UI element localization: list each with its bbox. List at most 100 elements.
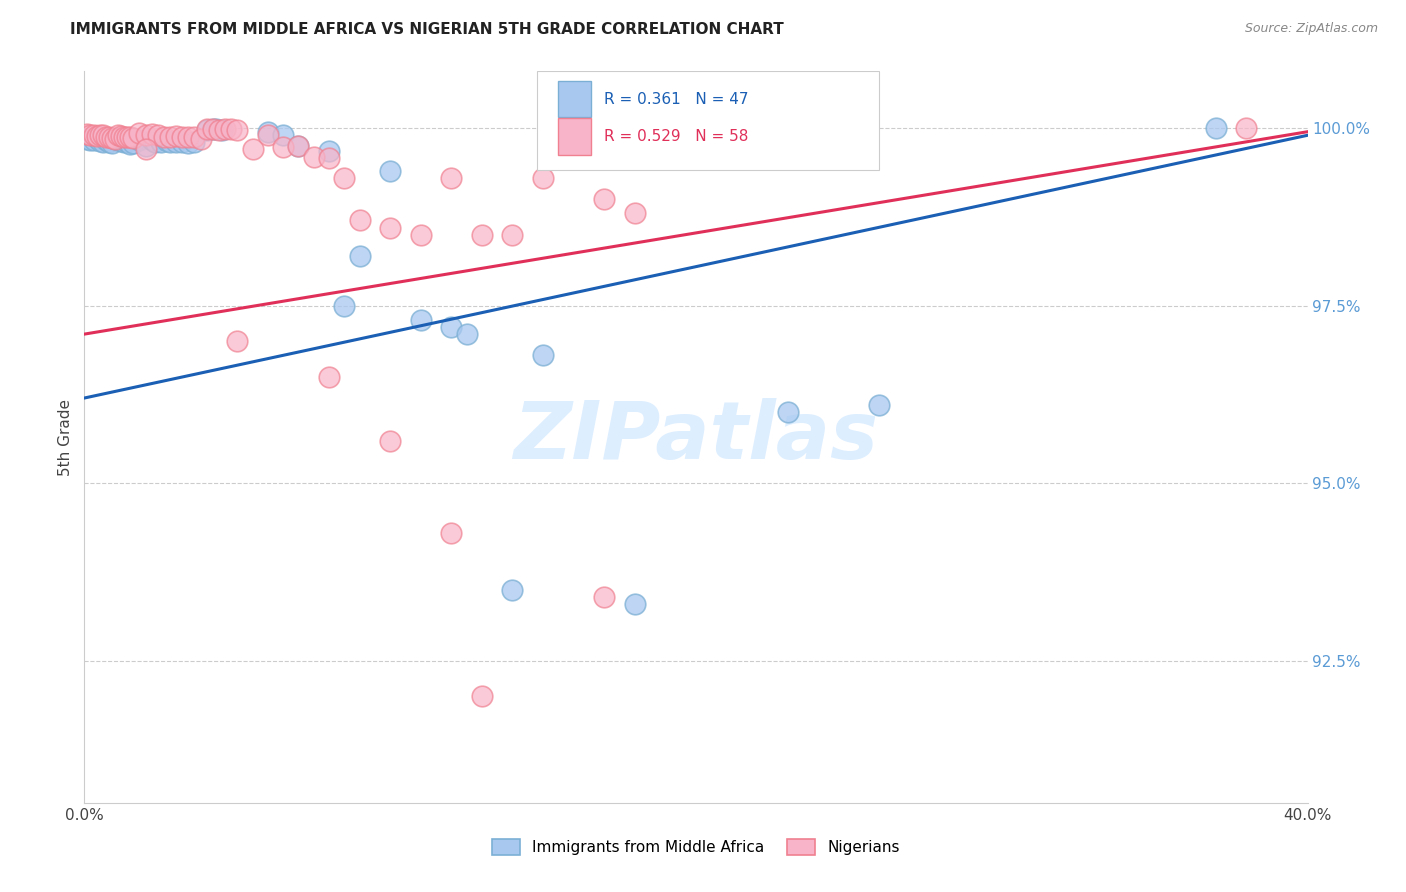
Point xyxy=(135,139,157,153)
Point xyxy=(153,130,176,145)
Point xyxy=(349,249,371,263)
Point xyxy=(318,144,340,158)
Point xyxy=(302,150,325,164)
Point xyxy=(409,313,432,327)
Point xyxy=(146,128,169,143)
Point xyxy=(86,128,108,143)
Point xyxy=(531,170,554,185)
Point xyxy=(101,136,124,150)
Point xyxy=(287,139,309,153)
Point xyxy=(115,136,138,150)
Text: ZIPatlas: ZIPatlas xyxy=(513,398,879,476)
Point xyxy=(226,334,249,349)
Point xyxy=(440,320,463,334)
Point xyxy=(141,127,163,141)
Point xyxy=(219,121,242,136)
Point xyxy=(1236,121,1258,136)
Point xyxy=(624,206,647,220)
Point xyxy=(122,131,145,145)
Point xyxy=(94,133,117,147)
Point xyxy=(89,128,111,142)
Point xyxy=(201,121,224,136)
Point xyxy=(257,125,280,139)
Point xyxy=(97,136,120,150)
Point xyxy=(115,130,138,145)
Y-axis label: 5th Grade: 5th Grade xyxy=(58,399,73,475)
Point xyxy=(83,132,105,146)
Point xyxy=(159,136,181,150)
Point xyxy=(593,192,616,206)
Point xyxy=(333,299,356,313)
Point xyxy=(271,140,294,154)
Point xyxy=(226,122,249,136)
Point xyxy=(165,128,187,143)
Point xyxy=(91,128,114,143)
Point xyxy=(349,213,371,227)
Point xyxy=(201,121,224,136)
Point xyxy=(128,126,150,140)
Point xyxy=(333,170,356,185)
Point xyxy=(135,128,157,142)
Point xyxy=(101,131,124,145)
Point xyxy=(149,135,172,149)
Point xyxy=(104,132,127,146)
Point xyxy=(89,134,111,148)
FancyBboxPatch shape xyxy=(558,118,591,154)
Point xyxy=(91,135,114,149)
Point xyxy=(76,127,98,141)
Legend: Immigrants from Middle Africa, Nigerians: Immigrants from Middle Africa, Nigerians xyxy=(486,833,905,861)
Point xyxy=(195,122,218,136)
Point xyxy=(97,129,120,144)
Point xyxy=(440,525,463,540)
Point xyxy=(195,121,218,136)
Point xyxy=(593,590,616,604)
Point xyxy=(242,143,264,157)
Point xyxy=(1205,121,1227,136)
Point xyxy=(456,327,478,342)
Point xyxy=(143,136,166,150)
Point xyxy=(257,128,280,143)
Point xyxy=(205,121,228,136)
Point xyxy=(112,135,135,149)
Point xyxy=(318,369,340,384)
Point xyxy=(440,170,463,185)
Point xyxy=(471,227,494,242)
Point xyxy=(107,128,129,143)
Point xyxy=(531,348,554,362)
Point xyxy=(287,139,309,153)
Point xyxy=(128,133,150,147)
Point xyxy=(380,434,402,448)
Point xyxy=(214,121,236,136)
Point xyxy=(120,129,142,144)
Text: R = 0.529   N = 58: R = 0.529 N = 58 xyxy=(605,129,748,144)
Point xyxy=(79,133,101,147)
Point xyxy=(165,135,187,149)
Text: Source: ZipAtlas.com: Source: ZipAtlas.com xyxy=(1244,22,1378,36)
Point xyxy=(380,220,402,235)
Point xyxy=(94,130,117,145)
Text: IMMIGRANTS FROM MIDDLE AFRICA VS NIGERIAN 5TH GRADE CORRELATION CHART: IMMIGRANTS FROM MIDDLE AFRICA VS NIGERIA… xyxy=(70,22,785,37)
Point xyxy=(83,128,105,142)
Point xyxy=(107,132,129,146)
Text: R = 0.361   N = 47: R = 0.361 N = 47 xyxy=(605,92,749,107)
Point xyxy=(380,163,402,178)
Point xyxy=(208,123,231,137)
Point xyxy=(141,133,163,147)
Point xyxy=(156,134,179,148)
Point xyxy=(120,136,142,151)
FancyBboxPatch shape xyxy=(558,81,591,118)
Point xyxy=(110,128,132,143)
Point xyxy=(502,582,524,597)
Point xyxy=(86,131,108,145)
Point xyxy=(183,136,205,150)
Point xyxy=(869,398,891,412)
Point xyxy=(172,129,194,144)
Point xyxy=(159,130,181,145)
Point xyxy=(177,129,200,144)
Point xyxy=(110,134,132,148)
Point xyxy=(471,690,494,704)
Point xyxy=(211,122,233,136)
Point xyxy=(190,132,212,146)
Point xyxy=(776,405,799,419)
Point xyxy=(122,136,145,150)
